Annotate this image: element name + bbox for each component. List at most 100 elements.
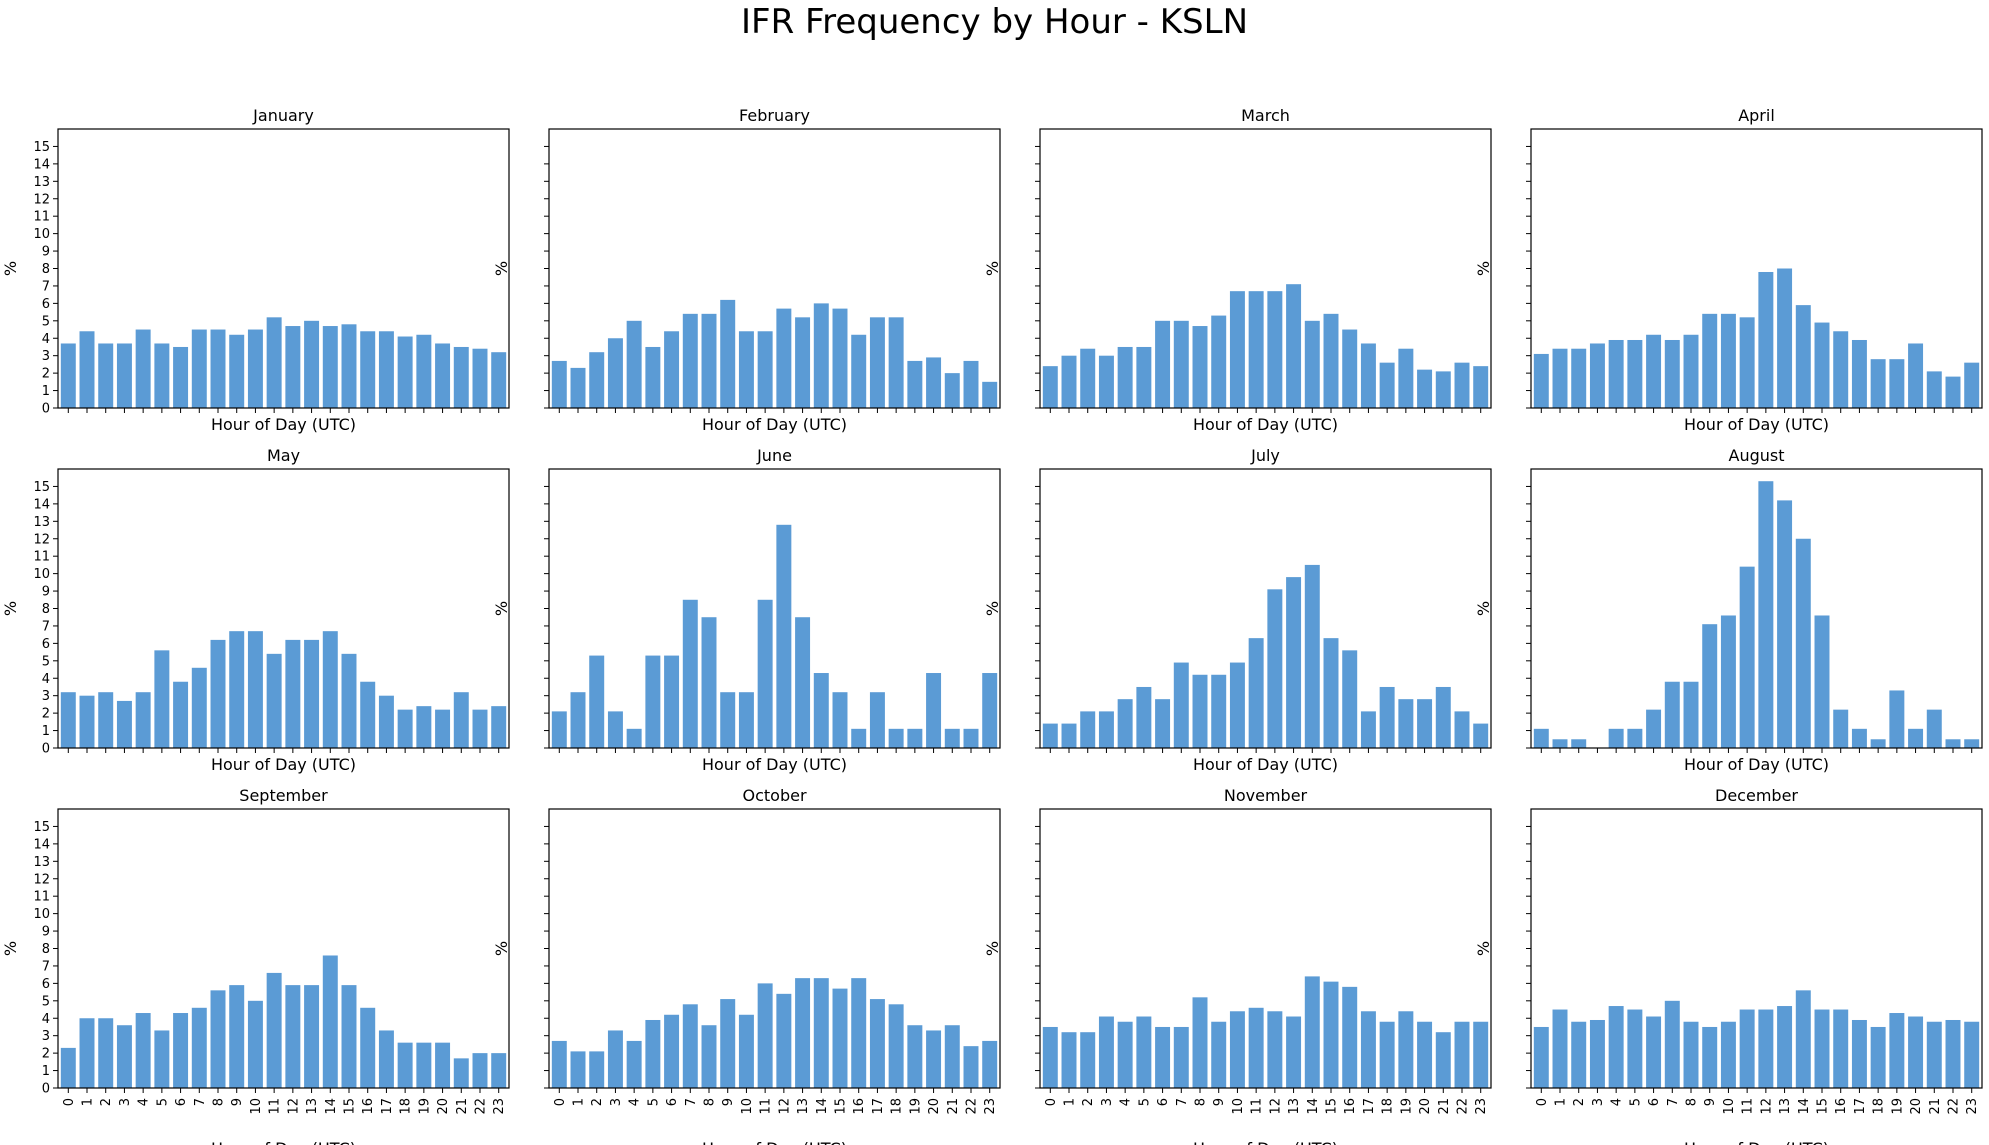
- bar: [173, 681, 189, 748]
- y-axis-label: %: [492, 941, 511, 956]
- bar: [907, 728, 923, 748]
- bar: [1098, 1016, 1114, 1088]
- y-axis-label: %: [492, 261, 511, 276]
- x-tick-label: 5: [1137, 1098, 1152, 1106]
- y-tick-label: 2: [42, 707, 50, 722]
- bar: [795, 978, 811, 1088]
- bar: [982, 1040, 998, 1088]
- bar: [1379, 362, 1395, 408]
- bar: [360, 331, 376, 408]
- bar: [720, 299, 736, 408]
- bar: [1155, 699, 1171, 748]
- bar: [626, 728, 642, 748]
- bar: [1627, 1009, 1643, 1088]
- bar: [1851, 728, 1867, 748]
- axes-frame: [1530, 468, 1983, 749]
- bar: [266, 317, 282, 408]
- bar: [626, 320, 642, 408]
- bar: [1323, 981, 1339, 1088]
- bar: [416, 706, 432, 748]
- bar: [1739, 566, 1755, 748]
- bar: [1360, 1011, 1376, 1088]
- bar: [453, 1058, 469, 1088]
- bar: [926, 673, 942, 748]
- bar: [1702, 1026, 1718, 1088]
- bar: [1908, 1016, 1924, 1088]
- bar: [98, 343, 114, 408]
- bar: [1870, 739, 1886, 748]
- x-tick-label: 18: [1381, 1098, 1396, 1115]
- x-tick-label: 13: [1287, 1098, 1302, 1115]
- x-tick-label: 10: [1722, 1098, 1737, 1115]
- x-tick-label: 6: [665, 1098, 680, 1106]
- bar: [1229, 1011, 1245, 1088]
- bar: [1192, 674, 1208, 748]
- bar: [701, 617, 717, 748]
- bar: [322, 955, 338, 1088]
- y-axis-label: %: [983, 601, 1002, 616]
- y-axis-label: %: [1474, 601, 1493, 616]
- bar: [1136, 1016, 1152, 1088]
- bar: [1777, 1006, 1793, 1088]
- bar: [664, 331, 680, 408]
- bar: [551, 360, 567, 408]
- bar: [247, 1000, 263, 1088]
- bar: [664, 1014, 680, 1088]
- bar: [1627, 339, 1643, 408]
- x-tick-label: 0: [62, 1098, 77, 1106]
- bar: [1248, 291, 1264, 408]
- x-axis-label: Hour of Day (UTC): [211, 1139, 356, 1145]
- bar: [1589, 1019, 1605, 1088]
- y-tick-label: 15: [33, 820, 50, 835]
- bar: [1211, 315, 1227, 408]
- x-tick-label: 5: [155, 1098, 170, 1106]
- figure-title: IFR Frequency by Hour - KSLN: [740, 2, 1248, 42]
- bar: [1945, 1019, 1961, 1088]
- bar: [664, 655, 680, 748]
- y-axis-label: %: [1474, 261, 1493, 276]
- bar: [1136, 686, 1152, 748]
- x-tick-label: 2: [1081, 1098, 1096, 1106]
- x-tick-label: 7: [1175, 1098, 1190, 1106]
- bar: [1552, 739, 1568, 748]
- bar: [1683, 334, 1699, 408]
- subplot-title: July: [1250, 446, 1280, 465]
- bar: [491, 1053, 507, 1089]
- x-axis-label: Hour of Day (UTC): [1193, 415, 1338, 434]
- subplot-february: February% Hour of Day (UTC): [492, 106, 1001, 434]
- bar: [285, 639, 301, 748]
- bar: [1851, 339, 1867, 408]
- bar: [551, 1040, 567, 1088]
- bar: [1552, 1009, 1568, 1088]
- bar: [869, 999, 885, 1088]
- bar: [360, 1007, 376, 1088]
- bar: [1473, 366, 1489, 408]
- bar: [738, 692, 754, 748]
- bar: [60, 1047, 76, 1088]
- bar: [341, 324, 357, 408]
- bar: [944, 1025, 960, 1088]
- bar: [1173, 320, 1189, 408]
- bar: [1379, 1021, 1395, 1088]
- bar: [738, 331, 754, 408]
- x-tick-label: 1: [1063, 1098, 1078, 1106]
- y-tick-label: 1: [42, 384, 50, 399]
- y-tick-label: 14: [33, 157, 50, 172]
- bar: [1795, 990, 1811, 1088]
- bar: [1473, 723, 1489, 748]
- bar: [79, 1018, 95, 1088]
- bar: [1945, 376, 1961, 408]
- bar: [1870, 359, 1886, 408]
- bar: [1080, 1032, 1096, 1088]
- bar: [1042, 723, 1058, 748]
- bar: [982, 673, 998, 748]
- bar: [963, 360, 979, 408]
- x-tick-label: 23: [1965, 1098, 1980, 1115]
- bar: [1173, 662, 1189, 748]
- bar: [472, 1053, 488, 1089]
- bar: [1155, 1026, 1171, 1088]
- bar: [266, 653, 282, 748]
- y-tick-label: 9: [42, 245, 50, 260]
- bar: [851, 334, 867, 408]
- x-tick-label: 1: [81, 1098, 96, 1106]
